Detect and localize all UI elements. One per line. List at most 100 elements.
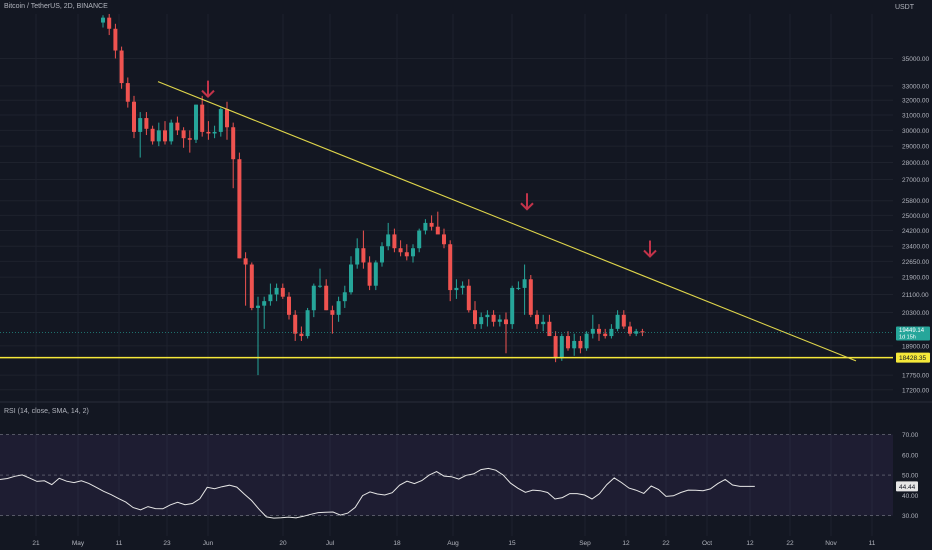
candle <box>163 121 167 145</box>
candlestick-series <box>101 14 645 376</box>
candle-body <box>398 248 403 253</box>
price-tick-label: 17750.00 <box>902 373 929 380</box>
price-tick-label: 28000.00 <box>902 160 929 167</box>
time-tick-label: 20 <box>279 540 287 547</box>
candle-body <box>516 287 521 289</box>
candle <box>138 112 143 158</box>
candle-body <box>460 285 465 288</box>
drawings <box>0 80 893 362</box>
candle-body <box>355 248 360 265</box>
candle <box>200 95 205 137</box>
candle-body <box>485 314 490 318</box>
rsi-tick-label: 40.00 <box>902 493 919 500</box>
candle <box>429 215 434 231</box>
candle-body <box>349 264 353 293</box>
candle-body <box>243 258 248 265</box>
candle-body <box>212 131 217 134</box>
candle-body <box>268 294 273 302</box>
candle-body <box>150 128 155 142</box>
candle-body <box>380 246 384 263</box>
rsi-tick-label: 50.00 <box>902 473 919 480</box>
candle-body <box>411 248 415 257</box>
price-tick-label: 25000.00 <box>902 213 929 220</box>
candle <box>268 283 273 306</box>
candle-body <box>615 314 620 329</box>
candle-body <box>423 222 428 231</box>
candle <box>479 312 484 329</box>
currency-label: USDT <box>894 4 914 11</box>
candle-body <box>392 234 397 249</box>
candle <box>559 333 564 361</box>
time-tick-label: Aug <box>447 540 459 547</box>
candle <box>398 240 403 257</box>
candle-body <box>163 130 167 142</box>
price-tick-label: 18900.00 <box>902 343 929 350</box>
candle-body <box>324 285 329 311</box>
candle <box>330 305 335 334</box>
candle <box>231 122 236 189</box>
candle-body <box>504 319 508 325</box>
candle <box>311 283 316 318</box>
descending-trendline[interactable] <box>157 81 857 362</box>
candle-body <box>156 130 161 142</box>
candle-body <box>522 279 527 288</box>
candle <box>280 283 285 299</box>
candle-body <box>132 101 136 132</box>
price-tick-label: 17200.00 <box>902 387 929 394</box>
price-tick-label: 31000.00 <box>902 113 929 120</box>
candle <box>510 285 515 329</box>
candle <box>318 268 322 288</box>
candle-body <box>553 336 558 359</box>
candle-body <box>113 28 118 51</box>
price-tick-label: 24200.00 <box>902 228 929 235</box>
rsi-tick-label: 60.00 <box>902 452 919 459</box>
candle <box>373 260 378 291</box>
price-tick-label: 33000.00 <box>902 83 929 90</box>
candle-body <box>274 287 279 295</box>
candle-body <box>107 17 112 29</box>
candle <box>249 262 254 311</box>
candle-body <box>473 310 477 325</box>
candle-body <box>231 127 236 160</box>
candle-body <box>367 262 372 286</box>
candle-body <box>578 340 583 349</box>
time-tick-label: 22 <box>786 540 794 547</box>
time-tick-label: Jun <box>203 540 214 547</box>
candle-body <box>144 118 149 129</box>
candle-body <box>535 314 539 325</box>
candle <box>460 281 465 295</box>
time-tick-label: 23 <box>163 540 171 547</box>
candle-body <box>435 226 440 235</box>
candle-body <box>299 333 304 337</box>
time-tick-label: 15 <box>508 540 516 547</box>
candle-body <box>101 17 105 23</box>
candle <box>541 314 546 332</box>
candle-body <box>417 230 422 249</box>
candle <box>336 296 341 322</box>
time-tick-label: 22 <box>662 540 670 547</box>
candle-body <box>448 244 453 291</box>
time-tick-label: 18 <box>393 540 401 547</box>
time-tick-label: Sep <box>579 540 591 547</box>
candle-body <box>442 234 446 245</box>
candle <box>156 122 161 147</box>
rsi-panel <box>0 434 893 517</box>
candle <box>237 152 242 259</box>
candle <box>194 104 198 143</box>
candle <box>144 112 149 136</box>
candle <box>132 95 136 139</box>
candle-body <box>454 287 459 291</box>
candle <box>442 228 446 249</box>
candle-body <box>200 104 205 132</box>
candle <box>355 238 360 269</box>
candle-body <box>541 321 546 325</box>
candle-body <box>640 331 645 333</box>
time-tick-label: May <box>72 540 85 547</box>
candle-body <box>342 292 347 302</box>
candle-body <box>559 336 564 359</box>
candle-body <box>138 118 143 132</box>
candle-body <box>249 264 254 308</box>
candle <box>597 324 601 341</box>
candle <box>572 333 577 356</box>
